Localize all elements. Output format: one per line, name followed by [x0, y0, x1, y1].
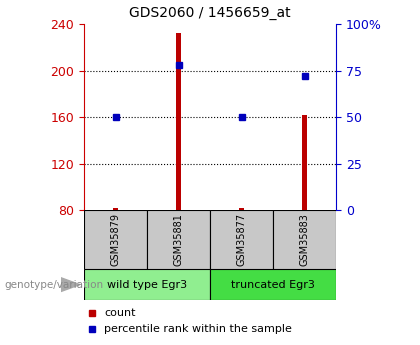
Text: GSM35877: GSM35877 [236, 213, 247, 266]
Text: percentile rank within the sample: percentile rank within the sample [104, 325, 292, 334]
Bar [302, 115, 307, 210]
Polygon shape [61, 278, 80, 292]
Text: GSM35879: GSM35879 [110, 213, 121, 266]
Text: count: count [104, 308, 136, 318]
Bar [210, 210, 273, 269]
Bar [273, 210, 336, 269]
Text: GSM35883: GSM35883 [299, 213, 310, 266]
Bar [113, 208, 118, 210]
Bar [176, 33, 181, 210]
Text: wild type Egr3: wild type Egr3 [107, 280, 187, 289]
Text: GSM35881: GSM35881 [173, 213, 184, 266]
Bar [147, 210, 210, 269]
Text: genotype/variation: genotype/variation [4, 280, 103, 289]
Bar [84, 269, 210, 300]
Bar [239, 208, 244, 210]
Bar [84, 210, 147, 269]
Title: GDS2060 / 1456659_at: GDS2060 / 1456659_at [129, 6, 291, 20]
Bar [210, 269, 336, 300]
Text: truncated Egr3: truncated Egr3 [231, 280, 315, 289]
